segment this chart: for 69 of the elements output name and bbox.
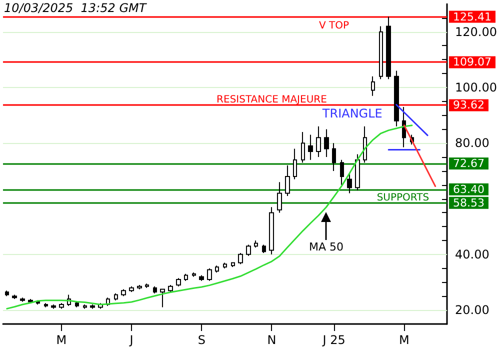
series-label: TRIANGLE bbox=[321, 106, 382, 121]
candlestick bbox=[12, 294, 17, 300]
candlestick bbox=[44, 302, 48, 308]
candlestick bbox=[394, 70, 399, 127]
candlestick bbox=[340, 159, 344, 186]
annotation: RESISTANCE MAJEURE bbox=[216, 94, 327, 106]
candlestick bbox=[223, 262, 227, 269]
x-tick-label: M bbox=[56, 333, 67, 347]
y-tick-label: 100.00 bbox=[455, 80, 497, 94]
candlestick bbox=[332, 142, 336, 172]
candlestick bbox=[363, 126, 367, 164]
candlestick bbox=[184, 273, 188, 282]
ref-line-label: 63.40 bbox=[453, 182, 484, 196]
series-label: MA 50 bbox=[309, 240, 344, 254]
candlestick bbox=[137, 284, 142, 290]
candlestick bbox=[231, 262, 235, 268]
candlestick bbox=[347, 173, 352, 194]
candlestick bbox=[192, 272, 196, 278]
candlestick bbox=[20, 297, 25, 302]
x-tick-label: J 25 bbox=[322, 333, 346, 347]
x-tick-label: M bbox=[398, 333, 410, 347]
annotation: V TOP bbox=[319, 20, 350, 32]
candlestick bbox=[301, 132, 305, 164]
candlestick bbox=[145, 283, 149, 288]
candlestick bbox=[285, 164, 290, 196]
ref-line-label: 72.67 bbox=[453, 157, 484, 170]
candlestick bbox=[269, 206, 274, 255]
x-tick-label: J bbox=[128, 333, 134, 347]
candlestick bbox=[293, 148, 297, 180]
y-tick-label: 40.00 bbox=[455, 247, 490, 262]
candlestick bbox=[379, 26, 383, 80]
candlestick bbox=[176, 278, 181, 287]
candlestick bbox=[199, 274, 204, 282]
candlestick bbox=[316, 126, 321, 158]
y-tick-label: 120.00 bbox=[455, 24, 497, 39]
candlestick bbox=[355, 154, 360, 191]
candlestick bbox=[51, 304, 56, 310]
candlestick bbox=[254, 240, 258, 248]
x-tick-label: S bbox=[198, 333, 206, 347]
candlestick bbox=[83, 304, 87, 310]
candlestick bbox=[160, 288, 165, 308]
candlestick bbox=[168, 284, 173, 292]
candlestick bbox=[207, 268, 212, 282]
candlestick bbox=[90, 304, 95, 310]
candlestick bbox=[386, 16, 391, 80]
candlestick bbox=[246, 244, 251, 256]
candlestick bbox=[238, 252, 243, 265]
candlestick bbox=[129, 286, 134, 292]
candlestick bbox=[324, 128, 329, 158]
annotation: SUPPORTS bbox=[376, 192, 430, 204]
ref-line-label: 125.41 bbox=[453, 10, 492, 24]
y-tick-label: 20.00 bbox=[455, 303, 490, 318]
candlestick bbox=[121, 288, 126, 297]
candlestick bbox=[114, 292, 118, 301]
candlestick bbox=[59, 302, 64, 310]
ref-line-label: 93.62 bbox=[453, 98, 484, 112]
x-tick-label: N bbox=[267, 333, 276, 347]
ref-line-label: 58.53 bbox=[453, 196, 484, 210]
y-tick-label: 80.00 bbox=[455, 136, 490, 150]
candlestick bbox=[215, 265, 219, 274]
ref-line-label: 109.07 bbox=[453, 56, 492, 69]
candlestick bbox=[153, 286, 157, 294]
candlestick bbox=[277, 182, 282, 214]
candlestick bbox=[75, 301, 79, 308]
candlestick bbox=[308, 134, 313, 160]
annotation: 10/03/2025 13:52 GMT bbox=[4, 1, 148, 15]
candlestick bbox=[371, 76, 375, 96]
candlestick bbox=[262, 244, 266, 254]
candlestick bbox=[5, 290, 9, 297]
